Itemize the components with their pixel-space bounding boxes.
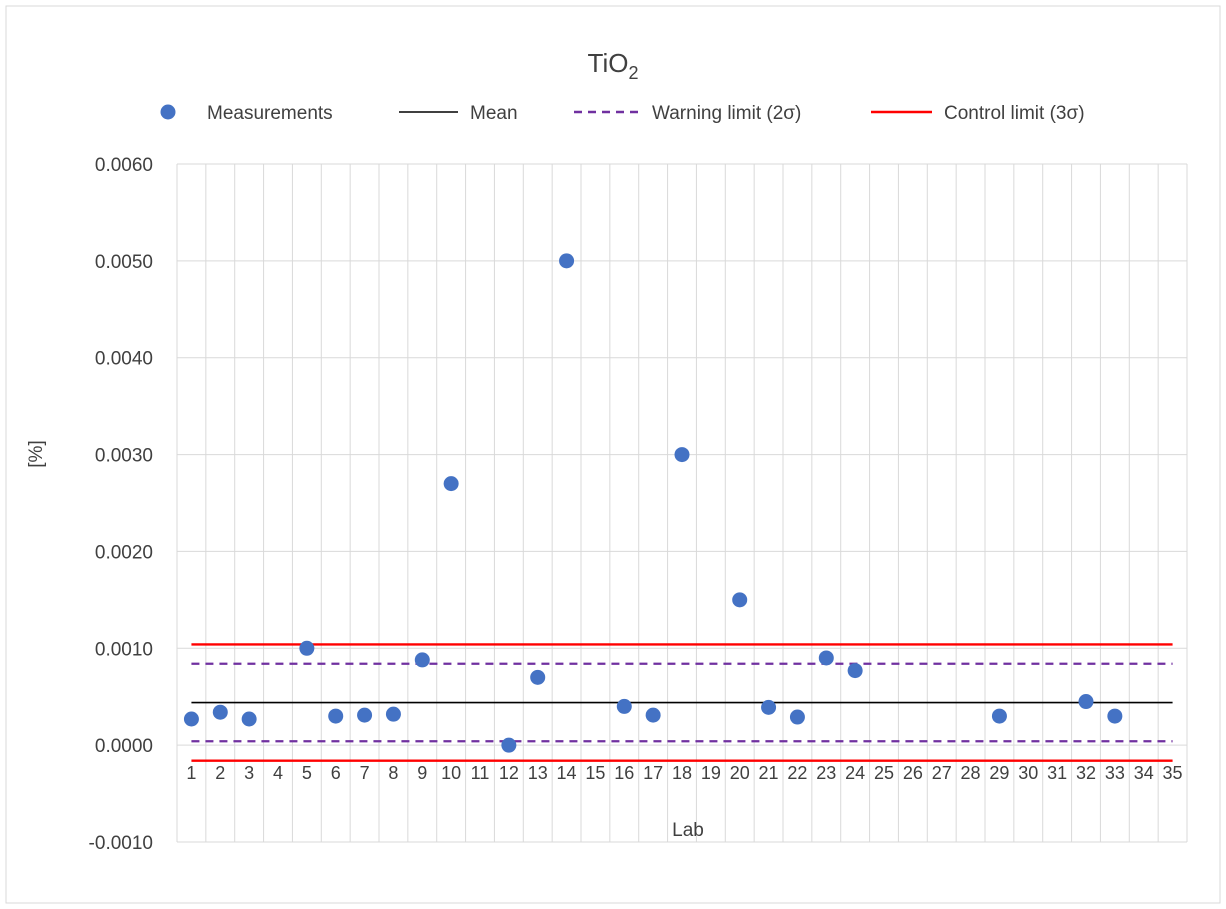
measurement-point [732, 592, 748, 608]
measurement-point [385, 706, 401, 722]
y-tick-label: 0.0050 [95, 252, 153, 273]
measurement-point [1107, 708, 1123, 724]
x-tick-label: 17 [643, 763, 663, 783]
legend-label: Mean [470, 103, 518, 124]
measurement-point [1078, 694, 1094, 710]
x-tick-label: 7 [360, 763, 370, 783]
y-tick-label: -0.0010 [89, 833, 153, 854]
x-tick-label: 22 [787, 763, 807, 783]
legend-label: Warning limit (2σ) [652, 103, 801, 124]
x-tick-label: 18 [672, 763, 692, 783]
measurement-point [818, 650, 834, 666]
x-tick-label: 4 [273, 763, 283, 783]
legend-label: Measurements [207, 103, 333, 124]
measurement-point [299, 640, 315, 656]
measurement-point [847, 663, 863, 679]
y-axis-title: [%] [26, 440, 47, 467]
measurement-point [414, 652, 430, 668]
measurement-point [761, 699, 777, 715]
x-tick-label: 25 [874, 763, 894, 783]
measurement-point [559, 253, 575, 269]
measurement-points [183, 253, 1123, 753]
x-axis-title: Lab [672, 820, 704, 841]
x-tick-label: 6 [331, 763, 341, 783]
x-tick-label: 31 [1047, 763, 1067, 783]
y-tick-label: 0.0010 [95, 639, 153, 660]
chart-title-subscript: 2 [628, 63, 638, 83]
x-tick-label: 1 [186, 763, 196, 783]
x-tick-label: 12 [499, 763, 519, 783]
x-tick-label: 24 [845, 763, 865, 783]
x-tick-label: 15 [585, 763, 605, 783]
x-tick-label: 20 [730, 763, 750, 783]
x-tick-label: 28 [961, 763, 981, 783]
x-tick-label: 9 [417, 763, 427, 783]
x-tick-label: 11 [471, 763, 490, 783]
x-tick-label: 8 [388, 763, 398, 783]
x-tick-label: 34 [1134, 763, 1154, 783]
measurement-point [530, 669, 546, 685]
x-tick-label: 33 [1105, 763, 1125, 783]
x-tick-labels: 1 2 3 4 5 6 7 8 9 10 11 12 13 14 15 16 17 18 19 20 21 22 23 24 2… [186, 763, 1182, 783]
x-tick-label: 3 [244, 763, 254, 783]
x-tick-label: 2 [215, 763, 225, 783]
x-tick-label: 21 [759, 763, 779, 783]
x-tick-label: 16 [614, 763, 634, 783]
measurement-point [645, 707, 661, 723]
y-tick-label: 0.0030 [95, 446, 153, 467]
measurement-point [183, 711, 199, 727]
measurement-point [789, 709, 805, 725]
legend-marker-measurements [160, 104, 176, 120]
legend: Measurements Mean Warning limit (2σ) Contro… [160, 103, 1085, 124]
legend-label: Control limit (3σ) [944, 103, 1085, 124]
x-tick-label: 10 [441, 763, 461, 783]
x-tick-label: 30 [1018, 763, 1038, 783]
x-tick-label: 5 [302, 763, 312, 783]
y-tick-label: 0.0000 [95, 736, 153, 757]
measurement-point [241, 711, 257, 727]
x-tick-label: 19 [701, 763, 721, 783]
x-tick-label: 13 [528, 763, 548, 783]
y-tick-label: 0.0020 [95, 542, 153, 563]
chart-title: TiO2 [588, 48, 639, 83]
measurement-point [616, 698, 632, 714]
reference-lines [191, 643, 1173, 762]
x-tick-label: 32 [1076, 763, 1096, 783]
x-tick-label: 27 [932, 763, 952, 783]
y-tick-labels: -0.0010 0.0000 0.0010 0.0020 0.0030 0.0040 0.0… [89, 155, 153, 854]
x-tick-label: 23 [816, 763, 836, 783]
y-tick-label: 0.0040 [95, 349, 153, 370]
x-tick-label: 14 [557, 763, 577, 783]
x-tick-label: 29 [989, 763, 1009, 783]
measurement-point [501, 737, 517, 753]
measurement-point [212, 704, 228, 720]
measurement-point [443, 476, 459, 492]
measurement-point [991, 708, 1007, 724]
measurement-point [357, 707, 373, 723]
y-tick-label: 0.0060 [95, 155, 153, 176]
chart-title-main: TiO [588, 48, 629, 78]
x-tick-label: 35 [1163, 763, 1183, 783]
measurement-point [328, 708, 344, 724]
measurement-point [674, 447, 690, 463]
x-tick-label: 26 [903, 763, 923, 783]
